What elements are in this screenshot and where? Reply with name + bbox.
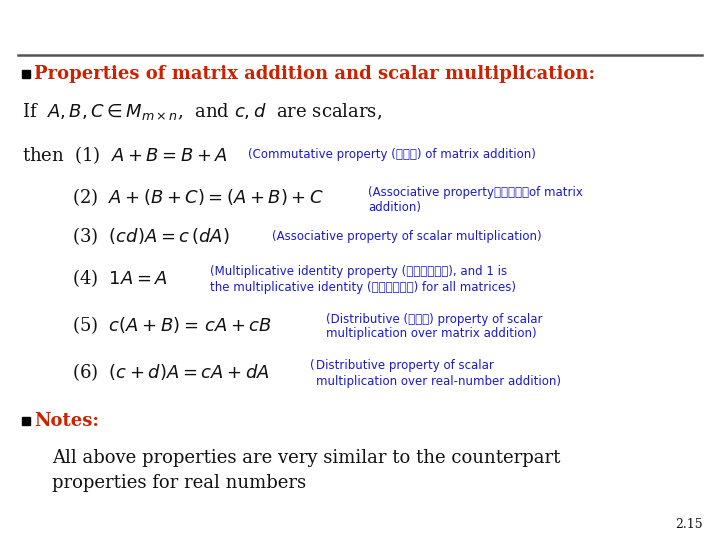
Text: the multiplicative identity (乘法單位元素) for all matrices): the multiplicative identity (乘法單位元素) for… bbox=[210, 280, 516, 294]
Text: Distributive property of scalar: Distributive property of scalar bbox=[316, 360, 494, 373]
Text: (: ( bbox=[310, 360, 315, 373]
Text: (Commutative property (交換律) of matrix addition): (Commutative property (交換律) of matrix ad… bbox=[248, 148, 536, 161]
Text: (2)  $A+(B+C) = (A+B)+C$: (2) $A+(B+C) = (A+B)+C$ bbox=[72, 186, 324, 208]
Text: then  (1)  $A+B = B+A$: then (1) $A+B = B+A$ bbox=[22, 144, 228, 166]
Text: (5)  $c(A+B) =\, cA + cB$: (5) $c(A+B) =\, cA + cB$ bbox=[72, 314, 272, 336]
Text: (Distributive (分配律) property of scalar: (Distributive (分配律) property of scalar bbox=[326, 313, 542, 326]
Text: (6)  $(c+d)A = cA + dA$: (6) $(c+d)A = cA + dA$ bbox=[72, 361, 269, 383]
Text: All above properties are very similar to the counterpart: All above properties are very similar to… bbox=[52, 449, 560, 467]
Text: Properties of matrix addition and scalar multiplication:: Properties of matrix addition and scalar… bbox=[34, 65, 595, 83]
Text: If  $A, B, C \in M_{m\times n}$,  and $c, d$  are scalars,: If $A, B, C \in M_{m\times n}$, and $c, … bbox=[22, 102, 382, 123]
Text: (Multiplicative identity property (乘法單位性質), and 1 is: (Multiplicative identity property (乘法單位性… bbox=[210, 266, 507, 279]
Text: Notes:: Notes: bbox=[34, 412, 99, 430]
Text: (4)  $1A = A$: (4) $1A = A$ bbox=[72, 267, 168, 289]
Text: (Associative property of scalar multiplication): (Associative property of scalar multipli… bbox=[272, 230, 541, 242]
Bar bbox=[22, 417, 30, 425]
Text: (3)  $(cd)A = c\,(dA)$: (3) $(cd)A = c\,(dA)$ bbox=[72, 225, 230, 247]
Bar bbox=[22, 70, 30, 78]
Text: addition): addition) bbox=[368, 200, 421, 213]
Text: multiplication over real-number addition): multiplication over real-number addition… bbox=[316, 375, 561, 388]
Text: properties for real numbers: properties for real numbers bbox=[52, 474, 306, 492]
Text: multiplication over matrix addition): multiplication over matrix addition) bbox=[326, 327, 536, 341]
Text: 2.15: 2.15 bbox=[675, 518, 703, 531]
Text: (Associative property（結合律）of matrix: (Associative property（結合律）of matrix bbox=[368, 186, 583, 199]
